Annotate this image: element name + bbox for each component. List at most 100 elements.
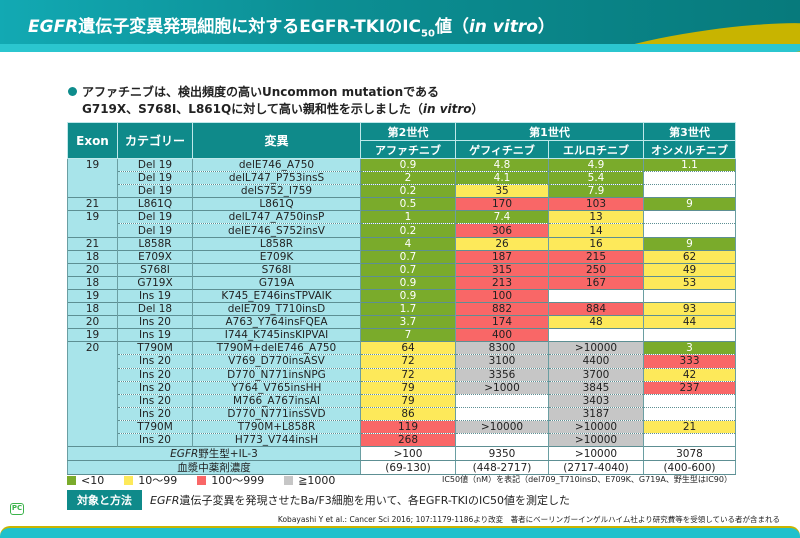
ic50-cell: 48 — [548, 315, 644, 329]
category-cell: E709X — [117, 249, 193, 264]
mutation-cell: H773_V744insH — [192, 432, 361, 447]
category-cell: Del 19 — [117, 210, 193, 224]
legend-swatch — [124, 476, 134, 485]
ic50-cell: 100 — [455, 288, 549, 303]
ic50-cell: 7.4 — [455, 210, 549, 224]
table-row: 19 Ins 19 K745_E746insTPVAIK 0.9 100 — [67, 288, 736, 303]
plasma-label: 血漿中薬剤濃度 — [67, 460, 361, 476]
ic50-cell: 174 — [455, 315, 549, 329]
ic50-cell: 49 — [643, 262, 736, 277]
methods-gene: EGFR — [150, 493, 180, 507]
ic50-cell: >1000 — [455, 380, 549, 395]
ic50-cell: 86 — [360, 406, 456, 421]
ic50-cell: 79 — [360, 380, 456, 395]
ic50-cell: 333 — [643, 354, 736, 368]
table-row: 20 S768I S768I 0.7 315 250 49 — [67, 262, 736, 277]
ic50-cell: 4400 — [548, 354, 644, 368]
ic50-cell — [548, 328, 644, 342]
page-title: EGFR遺伝子変異発現細胞に対するEGFR-TKIのIC50値（in vitro… — [28, 12, 555, 39]
mutation-cell: delE709_T710insD — [192, 302, 361, 316]
legend-label: 100～999 — [211, 474, 265, 487]
legend: <10 10～99 100～999 ≧1000 — [67, 472, 335, 488]
ic50-cell: 0.2 — [360, 223, 456, 238]
ic50-cell: 3.7 — [360, 315, 456, 329]
title-italic: in vitro — [468, 17, 538, 37]
bullet-line1: アファチニブは、検出頻度の高いUncommon mutationである — [82, 85, 440, 99]
ic50-cell: 93 — [643, 302, 736, 316]
title-gene: EGFR — [28, 17, 79, 37]
ic50-cell — [643, 328, 736, 342]
legend-label: ≧1000 — [298, 473, 336, 487]
ic50-cell: 170 — [455, 197, 549, 211]
table-row: 18 Del 18 delE709_T710insD 1.7 882 884 93 — [67, 302, 736, 316]
legend-label: <10 — [81, 473, 105, 487]
ic50-cell: 250 — [548, 262, 644, 277]
exon-cell: 20 — [67, 341, 118, 447]
exon-cell: 19 — [67, 328, 118, 342]
title-bar: EGFR遺伝子変異発現細胞に対するEGFR-TKIのIC50値（in vitro… — [0, 0, 800, 52]
category-cell: T790M — [117, 419, 193, 434]
ic50-cell: 215 — [548, 249, 644, 264]
ic50-cell: 119 — [360, 419, 456, 434]
ic50-cell: 4.8 — [455, 157, 549, 172]
category-cell: L861Q — [117, 197, 193, 211]
legend-swatch — [284, 475, 294, 485]
header-exon: Exon — [67, 122, 118, 159]
ic50-cell: 4.9 — [548, 157, 644, 172]
ic50-cell: 14 — [548, 223, 644, 238]
ic50-cell: 2 — [360, 171, 456, 185]
plasma-cell: (2717-4040) — [548, 460, 644, 476]
ic50-cell: 64 — [360, 341, 456, 355]
mutation-cell: L861Q — [192, 197, 361, 211]
category-cell: Ins 20 — [117, 315, 193, 329]
category-cell: Del 18 — [117, 302, 193, 316]
exon-cell: 21 — [67, 236, 118, 251]
ic50-cell — [455, 406, 549, 421]
ic50-cell: 53 — [643, 275, 736, 290]
bullet-italic: in vitro — [422, 102, 472, 116]
bullet-icon — [68, 87, 77, 96]
header-osimertinib: オシメルチニブ — [643, 140, 736, 159]
table-row: 19 Ins 19 I744_K745insKIPVAI 7 400 — [67, 328, 736, 342]
table-row: Ins 20 V769_D770insASV 72 3100 4400 333 — [68, 354, 736, 368]
ic50-cell — [643, 210, 736, 224]
category-cell: Del 19 — [117, 223, 193, 238]
ic50-table: Exon カテゴリー 変異 第2世代 第1世代 第3世代 アファチニブ ゲフィチ… — [67, 122, 736, 476]
ic50-cell: 0.5 — [360, 197, 456, 211]
ic50-cell: 3 — [643, 341, 736, 355]
header-gen3: 第3世代 — [643, 122, 736, 141]
exon-cell: 18 — [67, 249, 118, 264]
ic50-cell: 3700 — [548, 367, 644, 382]
citation: Kobayashi Y et al.: Cancer Sci 2016; 107… — [277, 515, 780, 524]
ic50-cell: 0.2 — [360, 184, 456, 198]
table-row: Del 19 delL747_P753insS 2 4.1 5.4 — [68, 171, 736, 185]
mutation-cell: E709K — [192, 249, 361, 264]
wildtype-cell: 3078 — [643, 446, 736, 462]
plasma-cell: (400-600) — [643, 460, 736, 476]
wildtype-cell: >10000 — [548, 446, 644, 462]
table-row: Ins 20 H773_V744insH 268 >10000 — [68, 432, 736, 447]
ic50-cell: 3356 — [455, 367, 549, 382]
mutation-cell: I744_K745insKIPVAI — [192, 328, 361, 342]
ic50-cell: 3403 — [548, 393, 644, 408]
ic50-cell: 0.7 — [360, 249, 456, 264]
ic50-cell: 21 — [643, 419, 736, 434]
ic50-cell: 5.4 — [548, 171, 644, 185]
header-gen1: 第1世代 — [455, 122, 644, 141]
category-cell: Del 19 — [117, 184, 193, 198]
ic50-cell: 42 — [643, 367, 736, 382]
exon-cell: 19 — [67, 157, 118, 198]
ic50-cell: 187 — [455, 249, 549, 264]
legend-item: <10 — [67, 474, 104, 487]
ic50-cell: >10000 — [548, 432, 644, 447]
ic50-cell: 1.1 — [643, 157, 736, 172]
wildtype-text: 野生型+IL-3 — [198, 447, 258, 460]
ic50-cell: 4.1 — [455, 171, 549, 185]
ic50-cell: 268 — [360, 432, 456, 447]
wildtype-gene: EGFR — [170, 447, 199, 460]
ic50-cell: 44 — [643, 315, 736, 329]
exon-cell: 21 — [67, 197, 118, 211]
category-cell: Ins 19 — [117, 288, 193, 303]
bullet-line2: G719X、S768I、L861Qに対して高い親和性を示しました（ — [82, 102, 423, 116]
wildtype-label: EGFR野生型+IL-3 — [67, 446, 361, 462]
